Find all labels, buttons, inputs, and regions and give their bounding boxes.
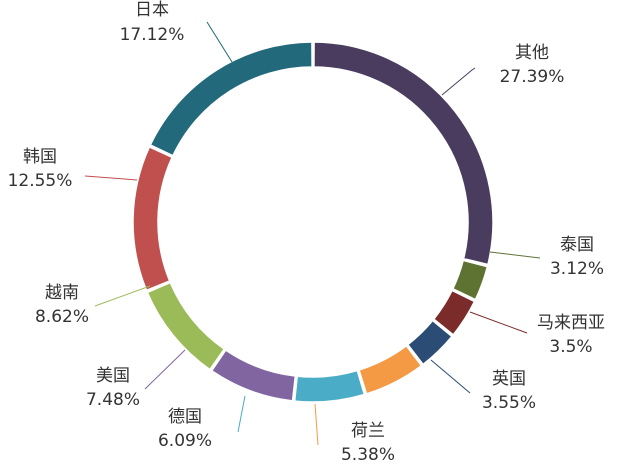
slice-6 [210,349,297,402]
slice-value-3: 3.55% [482,393,536,413]
slice-value-5: 6.09% [158,431,212,451]
leader-line-0 [441,67,476,96]
leader-line-7 [94,285,151,307]
leader-line-8 [84,175,138,181]
leader-line-3 [430,359,471,394]
slices-group [132,41,494,403]
slice-value-1: 3.12% [550,259,604,279]
leader-line-2 [469,311,528,334]
slice-label-6: 美国 [96,366,130,386]
slice-value-7: 8.62% [35,307,89,327]
slice-label-4: 荷兰 [351,421,385,441]
slice-value-9: 17.12% [120,25,185,45]
slice-value-6: 7.48% [86,390,140,410]
slice-8 [132,145,174,292]
slice-value-4: 5.38% [341,445,395,465]
slice-3 [406,319,453,366]
labels-group: 其他 27.39% 泰国 3.12% 马来西亚 3.5% 英国 3.55% 荷兰 5.38% 德国 6… [8,0,605,465]
leader-line-4 [314,403,319,446]
slice-0 [313,41,494,266]
slice-value-8: 12.55% [8,171,73,191]
slice-value-2: 3.5% [549,337,592,357]
slice-label-8: 韩国 [23,147,57,167]
slice-label-9: 日本 [135,0,169,20]
slice-2 [432,289,476,336]
slice-label-1: 泰国 [560,235,594,255]
leader-line-5 [237,395,246,433]
leader-line-1 [489,251,541,259]
slice-5 [293,369,366,403]
leader-line-6 [144,349,186,390]
slice-label-2: 马来西亚 [537,313,605,333]
slice-label-3: 英国 [492,369,526,389]
slice-label-0: 其他 [515,43,549,63]
slice-value-0: 27.39% [500,67,565,87]
slice-9 [149,41,313,157]
leader-lines-group [84,21,541,446]
slice-4 [358,344,423,395]
slice-7 [146,281,226,371]
slice-1 [451,259,489,301]
slice-label-7: 越南 [45,283,79,303]
leader-line-9 [206,21,233,63]
slice-label-5: 德国 [168,407,202,427]
